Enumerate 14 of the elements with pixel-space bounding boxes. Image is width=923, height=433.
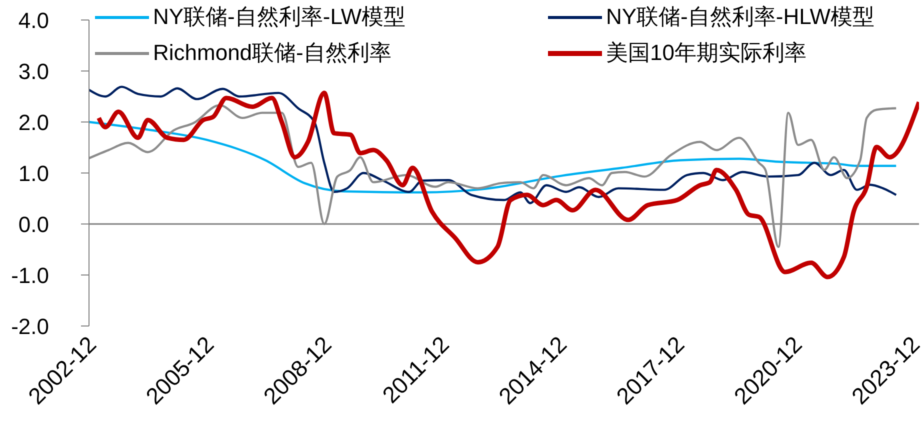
line-series [89, 86, 898, 204]
y-tick-label: 4.0 [18, 8, 49, 33]
y-tick-label: -2.0 [11, 314, 49, 339]
y-tick-label: -1.0 [11, 262, 49, 288]
y-tick-label: 3.0 [18, 58, 49, 84]
line-series [96, 90, 919, 280]
legend-label: Richmond联储-自然利率 [153, 39, 392, 67]
line-series [89, 120, 898, 194]
y-tick-label: 0.0 [18, 212, 49, 237]
legend-label: NY联储-自然利率-LW模型 [153, 3, 406, 31]
legend-label: NY联储-自然利率-HLW模型 [606, 3, 874, 31]
legend-label: 美国10年期实际利率 [606, 39, 806, 67]
y-tick-label: 1.0 [18, 160, 49, 186]
y-tick-label: 2.0 [18, 110, 49, 135]
